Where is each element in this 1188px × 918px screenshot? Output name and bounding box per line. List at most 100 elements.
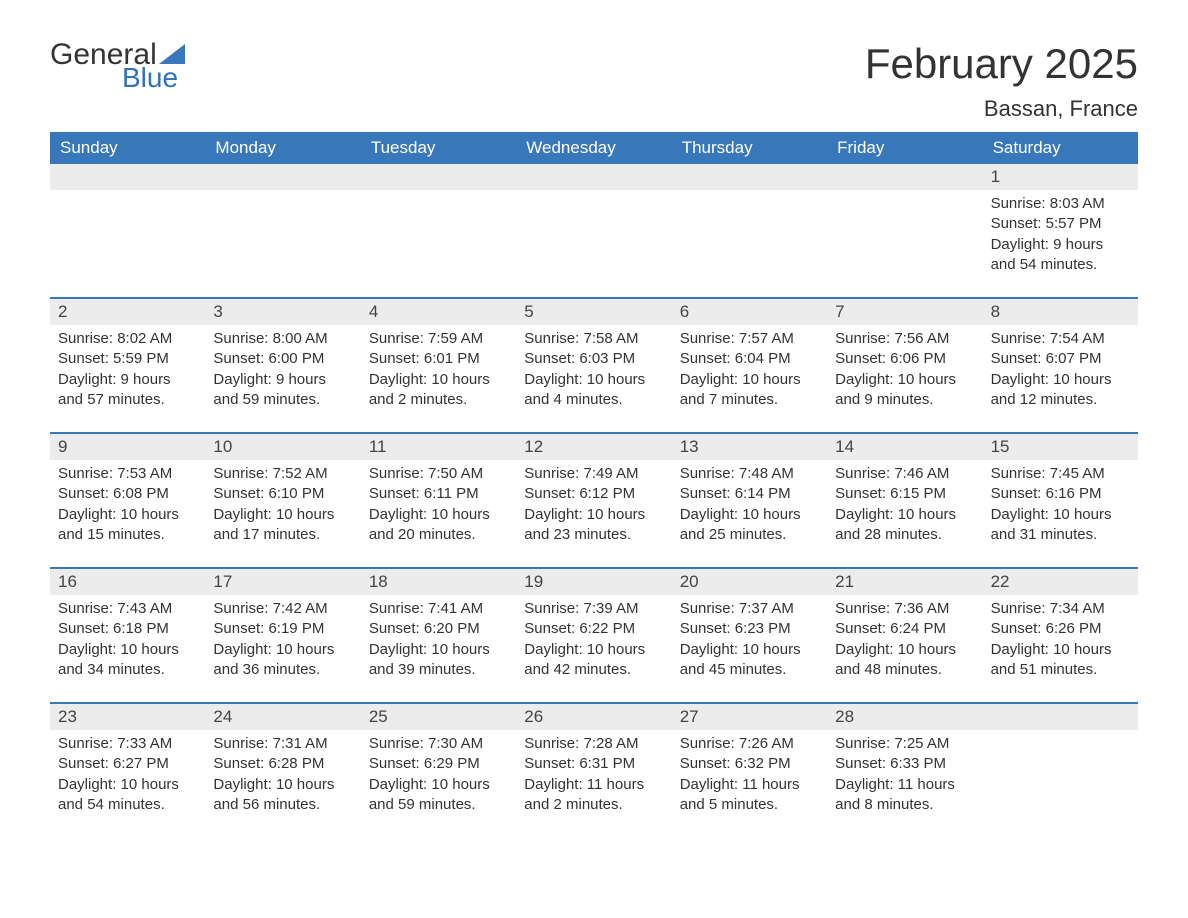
day-number-bar: 27 [672, 704, 827, 730]
day-number-bar: 9 [50, 434, 205, 460]
sunset-line: Sunset: 6:00 PM [213, 349, 352, 369]
calendar-day: 25Sunrise: 7:30 AMSunset: 6:29 PMDayligh… [361, 704, 516, 837]
day-number: 23 [58, 707, 77, 726]
sunset-line: Sunset: 6:26 PM [991, 619, 1130, 639]
calendar-day: 17Sunrise: 7:42 AMSunset: 6:19 PMDayligh… [205, 569, 360, 702]
day-number: 3 [213, 302, 222, 321]
sunset-line: Sunset: 6:29 PM [369, 754, 508, 774]
calendar-day [983, 704, 1138, 837]
day-number-bar: 22 [983, 569, 1138, 595]
sunrise-line: Sunrise: 7:57 AM [680, 329, 819, 349]
day-number-bar: 5 [516, 299, 671, 325]
daylight-line: Daylight: 10 hours and 51 minutes. [991, 640, 1130, 681]
sunrise-line: Sunrise: 7:43 AM [58, 599, 197, 619]
sunset-line: Sunset: 6:32 PM [680, 754, 819, 774]
daylight-line: Daylight: 9 hours and 54 minutes. [991, 235, 1130, 276]
sunrise-line: Sunrise: 7:52 AM [213, 464, 352, 484]
day-number: 24 [213, 707, 232, 726]
day-info: Sunrise: 7:26 AMSunset: 6:32 PMDaylight:… [672, 730, 827, 815]
dayname-cell: Monday [205, 132, 360, 164]
calendar-day: 1 Sunrise: 8:03 AMSunset: 5:57 PMDaylight… [983, 164, 1138, 297]
sunset-line: Sunset: 6:33 PM [835, 754, 974, 774]
daylight-line: Daylight: 11 hours and 8 minutes. [835, 775, 974, 816]
day-info: Sunrise: 7:46 AMSunset: 6:15 PMDaylight:… [827, 460, 982, 545]
day-info: Sunrise: 8:02 AMSunset: 5:59 PMDaylight:… [50, 325, 205, 410]
calendar-day: 5Sunrise: 7:58 AMSunset: 6:03 PMDaylight… [516, 299, 671, 432]
day-number: 20 [680, 572, 699, 591]
sunset-line: Sunset: 6:14 PM [680, 484, 819, 504]
sunrise-line: Sunrise: 7:48 AM [680, 464, 819, 484]
calendar-day: 11Sunrise: 7:50 AMSunset: 6:11 PMDayligh… [361, 434, 516, 567]
day-number: 10 [213, 437, 232, 456]
daylight-line: Daylight: 10 hours and 20 minutes. [369, 505, 508, 546]
day-number: 21 [835, 572, 854, 591]
daylight-line: Daylight: 9 hours and 59 minutes. [213, 370, 352, 411]
calendar-day: 2Sunrise: 8:02 AMSunset: 5:59 PMDaylight… [50, 299, 205, 432]
sunrise-line: Sunrise: 7:42 AM [213, 599, 352, 619]
day-info: Sunrise: 8:03 AMSunset: 5:57 PMDaylight:… [983, 190, 1138, 275]
day-number-bar [361, 164, 516, 190]
day-number: 27 [680, 707, 699, 726]
day-number-bar: 26 [516, 704, 671, 730]
sunrise-line: Sunrise: 7:33 AM [58, 734, 197, 754]
sunset-line: Sunset: 5:57 PM [991, 214, 1130, 234]
daylight-line: Daylight: 10 hours and 9 minutes. [835, 370, 974, 411]
sunrise-line: Sunrise: 7:30 AM [369, 734, 508, 754]
day-info: Sunrise: 7:25 AMSunset: 6:33 PMDaylight:… [827, 730, 982, 815]
sunrise-line: Sunrise: 7:28 AM [524, 734, 663, 754]
daylight-line: Daylight: 11 hours and 2 minutes. [524, 775, 663, 816]
sunrise-line: Sunrise: 7:37 AM [680, 599, 819, 619]
day-number-bar [516, 164, 671, 190]
sunrise-line: Sunrise: 8:00 AM [213, 329, 352, 349]
day-number-bar: 4 [361, 299, 516, 325]
calendar-day: 23 Sunrise: 7:33 AMSunset: 6:27 PMDayligh… [50, 704, 205, 837]
daylight-line: Daylight: 10 hours and 48 minutes. [835, 640, 974, 681]
logo: General Blue [50, 40, 185, 92]
day-info: Sunrise: 7:39 AMSunset: 6:22 PMDaylight:… [516, 595, 671, 680]
day-number-bar: 7 [827, 299, 982, 325]
day-info: Sunrise: 7:28 AMSunset: 6:31 PMDaylight:… [516, 730, 671, 815]
calendar-day: 19Sunrise: 7:39 AMSunset: 6:22 PMDayligh… [516, 569, 671, 702]
location: Bassan, France [50, 96, 1138, 122]
sunset-line: Sunset: 6:07 PM [991, 349, 1130, 369]
day-info: Sunrise: 7:33 AMSunset: 6:27 PMDaylight:… [50, 730, 205, 815]
sunrise-line: Sunrise: 7:26 AM [680, 734, 819, 754]
day-number-bar: 19 [516, 569, 671, 595]
calendar-day: 12Sunrise: 7:49 AMSunset: 6:12 PMDayligh… [516, 434, 671, 567]
day-number: 1 [991, 167, 1000, 186]
day-number: 16 [58, 572, 77, 591]
sunrise-line: Sunrise: 7:46 AM [835, 464, 974, 484]
day-info: Sunrise: 7:49 AMSunset: 6:12 PMDaylight:… [516, 460, 671, 545]
day-number-bar: 24 [205, 704, 360, 730]
day-info: Sunrise: 7:54 AMSunset: 6:07 PMDaylight:… [983, 325, 1138, 410]
daylight-line: Daylight: 10 hours and 42 minutes. [524, 640, 663, 681]
calendar-day: 26 Sunrise: 7:28 AMSunset: 6:31 PMDayligh… [516, 704, 671, 837]
daylight-line: Daylight: 10 hours and 25 minutes. [680, 505, 819, 546]
dayname-cell: Wednesday [516, 132, 671, 164]
sunset-line: Sunset: 5:59 PM [58, 349, 197, 369]
calendar-day: 27 Sunrise: 7:26 AMSunset: 6:32 PMDayligh… [672, 704, 827, 837]
day-info: Sunrise: 7:31 AMSunset: 6:28 PMDaylight:… [205, 730, 360, 815]
page-title: February 2025 [865, 40, 1138, 88]
day-number: 8 [991, 302, 1000, 321]
day-number-bar: 28 [827, 704, 982, 730]
daylight-line: Daylight: 11 hours and 5 minutes. [680, 775, 819, 816]
calendar-week: 23 Sunrise: 7:33 AMSunset: 6:27 PMDayligh… [50, 702, 1138, 837]
day-number: 26 [524, 707, 543, 726]
day-info: Sunrise: 7:34 AMSunset: 6:26 PMDaylight:… [983, 595, 1138, 680]
daylight-line: Daylight: 9 hours and 57 minutes. [58, 370, 197, 411]
calendar-day [361, 164, 516, 297]
sunrise-line: Sunrise: 7:31 AM [213, 734, 352, 754]
sunset-line: Sunset: 6:16 PM [991, 484, 1130, 504]
daylight-line: Daylight: 10 hours and 54 minutes. [58, 775, 197, 816]
daylight-line: Daylight: 10 hours and 4 minutes. [524, 370, 663, 411]
day-number-bar: 25 [361, 704, 516, 730]
sunset-line: Sunset: 6:19 PM [213, 619, 352, 639]
daylight-line: Daylight: 10 hours and 12 minutes. [991, 370, 1130, 411]
sunset-line: Sunset: 6:31 PM [524, 754, 663, 774]
sunrise-line: Sunrise: 7:58 AM [524, 329, 663, 349]
calendar-day: 3 Sunrise: 8:00 AMSunset: 6:00 PMDaylight… [205, 299, 360, 432]
dayname-cell: Sunday [50, 132, 205, 164]
dayname-cell: Tuesday [361, 132, 516, 164]
day-number-bar: 10 [205, 434, 360, 460]
